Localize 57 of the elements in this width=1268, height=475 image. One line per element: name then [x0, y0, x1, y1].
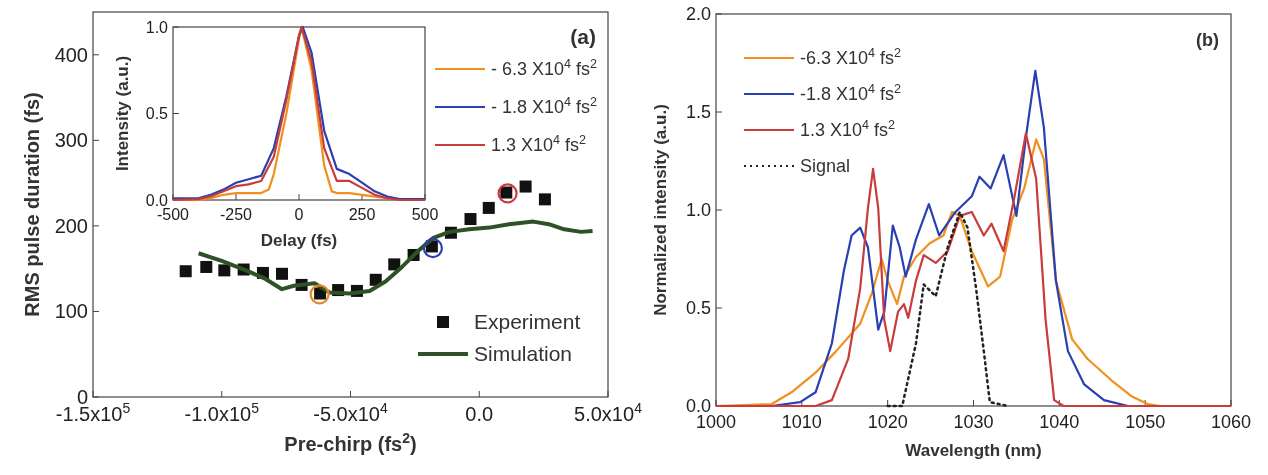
line-series — [886, 210, 1010, 408]
x-tick-label: 1000 — [695, 412, 737, 432]
legend-label: - 1.8 X10$^{4}$ fs$^{2}$ — [491, 95, 598, 118]
annotation: (a) — [570, 25, 596, 48]
x-tick-label: -5.0x10$^{4}$ — [313, 400, 388, 425]
point — [497, 183, 518, 204]
legend-label: -1.8 X10$^{4}$ fs$^{2}$ — [800, 82, 902, 105]
annotation: (b) — [1196, 30, 1219, 50]
point — [519, 180, 532, 193]
y-tick-label: 100 — [54, 300, 88, 323]
point — [200, 260, 213, 273]
x-tick-label: 5.0x10$^{4}$ — [574, 400, 643, 425]
legend-label: Signal — [800, 156, 851, 177]
y-tick-label: 2.0 — [685, 4, 711, 25]
point — [482, 201, 495, 214]
x-tick-label: 250 — [348, 206, 376, 223]
x-tick-label: -1.0x10$^{5}$ — [184, 400, 260, 425]
x-tick-label: 1050 — [1125, 412, 1166, 432]
x-tick-label: 1060 — [1210, 412, 1252, 432]
x-axis-title: Delay (fs) — [260, 231, 338, 250]
y-axis-title: RMS pulse duration (fs) — [21, 92, 43, 317]
y-tick-label: 400 — [54, 43, 88, 66]
legend-label: Simulation — [474, 342, 573, 366]
x-tick-label: -250 — [219, 206, 253, 223]
y-tick-label: 1.0 — [685, 200, 711, 221]
point — [179, 265, 192, 278]
point — [388, 258, 401, 271]
point — [218, 264, 231, 277]
y-tick-label: 1.5 — [685, 102, 711, 123]
y-tick-label: 0.5 — [685, 298, 711, 319]
x-tick-label: 0.0 — [465, 403, 494, 425]
legend-label: 1.3 X10$^{4}$ fs$^{2}$ — [491, 133, 587, 156]
x-tick-label: 1020 — [867, 412, 908, 432]
x-tick-label: 0 — [294, 206, 304, 223]
x-tick-label: -500 — [156, 206, 190, 223]
x-tick-label: 1010 — [781, 412, 822, 432]
x-axis-title: Pre-chirp (fs$^{2}$) — [284, 430, 417, 455]
legend-label: -6.3 X10$^{4}$ fs$^{2}$ — [800, 46, 902, 69]
point — [309, 284, 330, 305]
y-axis-title: Intensity (a.u.) — [112, 55, 132, 172]
x-tick-label: 500 — [411, 206, 439, 223]
x-axis-title: Wavelength (nm) — [905, 441, 1042, 460]
point — [422, 238, 443, 259]
y-axis-title: Normalized intensity (a.u.) — [651, 104, 671, 316]
x-tick-label: 1030 — [953, 412, 994, 432]
legend-label: 1.3 X10$^{4}$ fs$^{2}$ — [800, 118, 896, 141]
legend-label: Experiment — [474, 310, 581, 334]
point — [538, 193, 551, 206]
legend-label: - 6.3 X10$^{4}$ fs$^{2}$ — [491, 57, 598, 80]
y-tick-label: 200 — [54, 214, 88, 237]
x-tick-label: 1040 — [1039, 412, 1080, 432]
y-tick-label: 1.0 — [145, 18, 169, 36]
point — [464, 213, 477, 226]
y-tick-label: 0.0 — [145, 191, 169, 209]
y-tick-label: 0.5 — [145, 105, 169, 123]
y-tick-label: 300 — [54, 129, 88, 152]
point — [276, 267, 289, 280]
